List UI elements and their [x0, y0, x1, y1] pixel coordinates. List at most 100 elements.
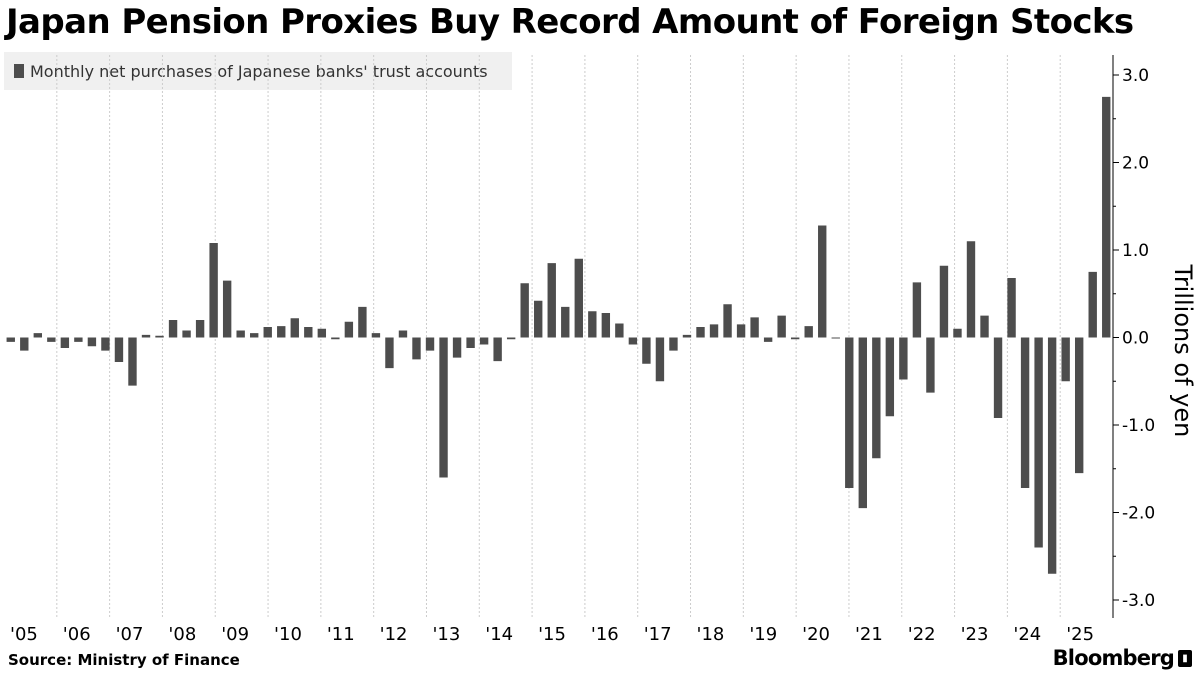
y-tick-label: 3.0 [1122, 66, 1149, 86]
bar [439, 337, 448, 478]
bar [953, 328, 962, 338]
y-tick-label: -2.0 [1122, 504, 1155, 524]
bar [493, 337, 502, 362]
x-tick-label: '09 [221, 624, 249, 645]
chart-title: Japan Pension Proxies Buy Record Amount … [6, 2, 1134, 42]
bar [926, 337, 935, 393]
axes: 3.0 2.0 1.0 0.0 -1.0 -2.0 -3.0 '05 '06 '07 '08 '09 '… [10, 55, 1155, 645]
bar [155, 335, 164, 338]
bar [642, 337, 651, 364]
bar [74, 337, 83, 342]
bloomberg-logo: Bloomberg ▮ [1053, 646, 1192, 670]
bar [818, 225, 827, 338]
bar [128, 337, 137, 386]
bar [980, 315, 989, 338]
bar [114, 337, 124, 362]
bar [425, 337, 435, 351]
bar [141, 334, 151, 338]
bar [1088, 271, 1097, 338]
bar [506, 337, 516, 340]
x-tick-label: '25 [1066, 624, 1094, 645]
bars [6, 96, 1111, 574]
bar [872, 337, 881, 459]
y-tick-label: 1.0 [1122, 241, 1149, 261]
y-axis-label: Trillions of yen [1169, 264, 1197, 438]
bar [912, 282, 922, 338]
bar [20, 337, 29, 351]
bar [195, 320, 205, 338]
bar [385, 337, 394, 369]
bar [1061, 337, 1070, 382]
bar [831, 337, 840, 339]
x-tick-label: '13 [432, 624, 460, 645]
bar [588, 311, 597, 338]
bar [60, 337, 70, 348]
source-note: Source: Ministry of Finance [8, 651, 240, 669]
bar [709, 324, 719, 338]
y-tick-label: -1.0 [1122, 416, 1155, 436]
x-tick-label: '20 [802, 624, 830, 645]
bar [331, 337, 340, 340]
bar [1047, 337, 1057, 574]
bar [1020, 337, 1030, 488]
bar [250, 333, 259, 338]
bar [669, 337, 678, 351]
bar [601, 313, 611, 338]
bar [696, 327, 705, 338]
bar [236, 330, 245, 338]
bar [547, 263, 556, 338]
x-tick-label: '18 [697, 624, 725, 645]
x-tick-label: '07 [116, 624, 144, 645]
x-tick-label: '05 [10, 624, 38, 645]
bar [452, 337, 462, 358]
bar [290, 318, 299, 338]
x-tick-label: '12 [380, 624, 408, 645]
bar [804, 326, 813, 338]
bar [750, 317, 759, 338]
bar [317, 328, 327, 338]
x-tick-label: '17 [644, 624, 672, 645]
x-tick-label: '10 [274, 624, 302, 645]
x-tick-label: '15 [538, 624, 566, 645]
bar [966, 241, 976, 338]
bar [87, 337, 97, 347]
bar [736, 324, 746, 338]
bar [304, 327, 313, 338]
bar [682, 334, 692, 338]
bar [344, 321, 354, 338]
bar [277, 326, 286, 338]
x-tick-label: '08 [168, 624, 196, 645]
x-tick-label: '11 [327, 624, 355, 645]
bar [777, 315, 786, 338]
brand-name: Bloomberg [1052, 646, 1175, 670]
bar [466, 337, 475, 348]
bar [615, 323, 624, 338]
bar [358, 306, 367, 338]
bar [845, 337, 854, 488]
bar [1102, 96, 1111, 338]
bar [628, 337, 638, 345]
bar [574, 258, 583, 338]
bar [723, 304, 732, 338]
bar [263, 327, 272, 338]
bar [939, 265, 949, 338]
bar [561, 306, 570, 338]
bar [790, 337, 800, 340]
bar [168, 320, 178, 338]
bar [222, 280, 232, 338]
legend: Monthly net purchases of Japanese banks'… [4, 52, 512, 90]
bar [520, 283, 529, 338]
x-tick-label: '23 [961, 624, 989, 645]
bar [1074, 337, 1084, 474]
bar [182, 330, 191, 338]
bar [398, 330, 408, 338]
bar [371, 333, 381, 338]
bar [899, 337, 908, 380]
bar [885, 337, 895, 417]
bar [534, 300, 543, 338]
legend-swatch [14, 64, 24, 78]
bar [1034, 337, 1043, 548]
gridlines [56, 55, 1061, 618]
x-tick-label: '21 [855, 624, 883, 645]
x-tick-label: '19 [749, 624, 777, 645]
